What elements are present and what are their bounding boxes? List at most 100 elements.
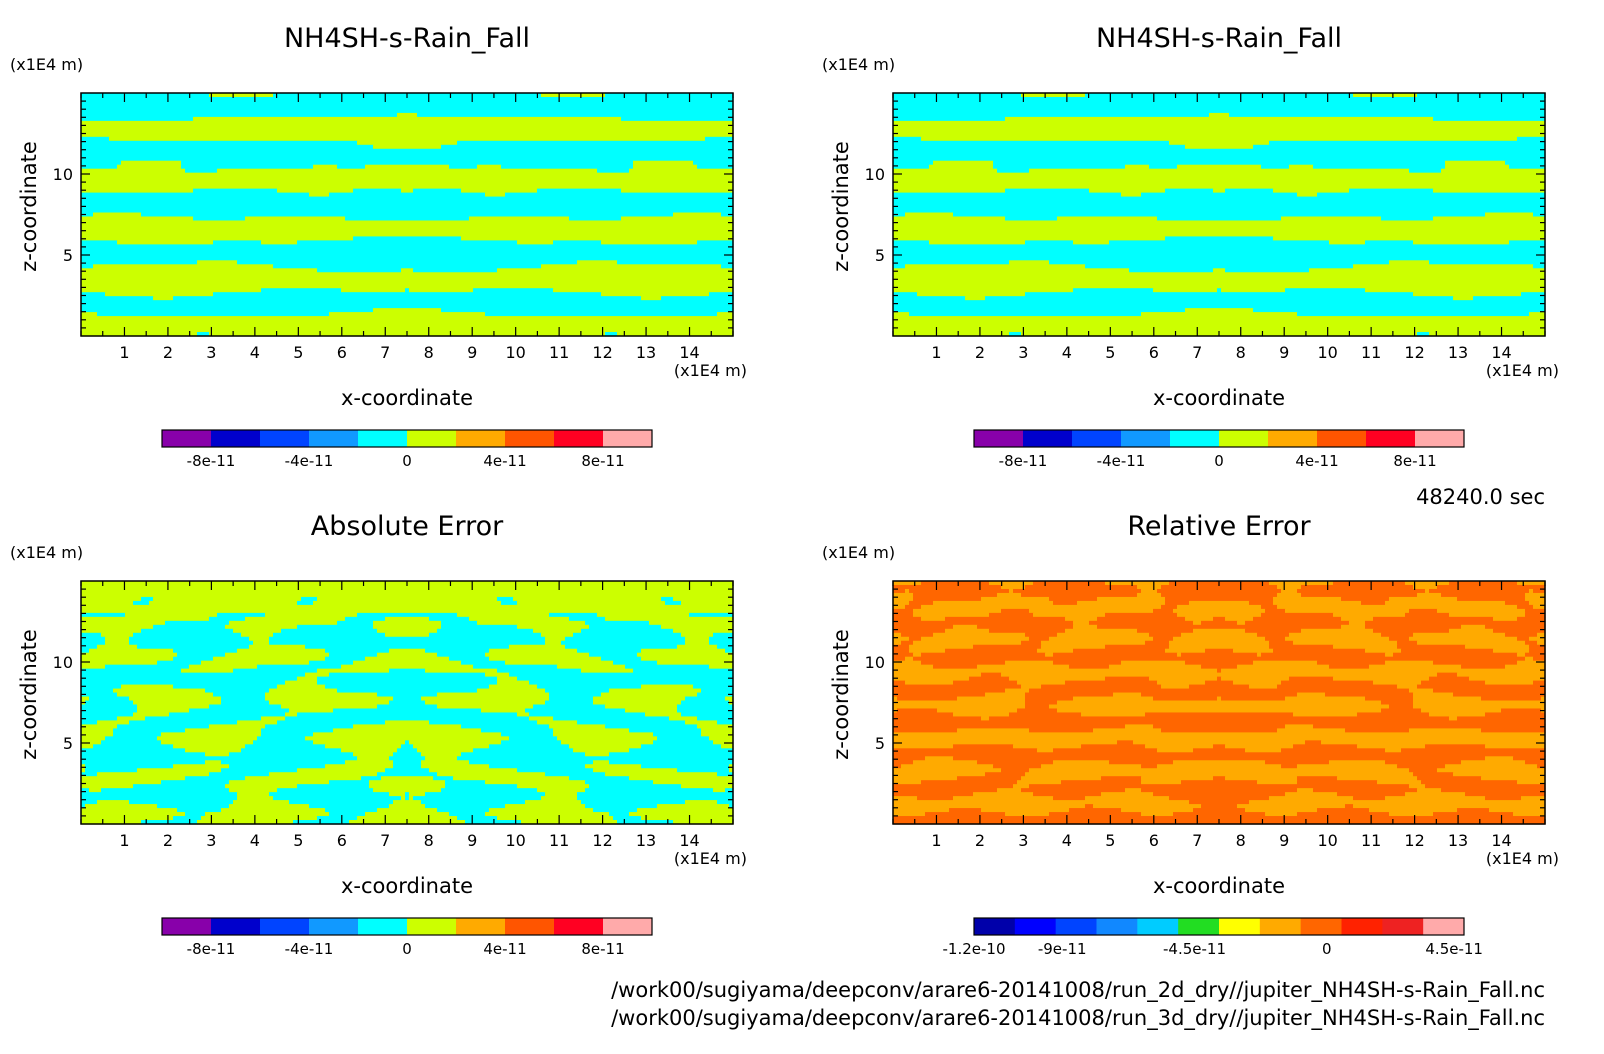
heatmap-cell	[1525, 652, 1546, 658]
heatmap-cell	[1293, 712, 1358, 718]
heatmap-cell	[253, 740, 314, 745]
heatmap-cell	[1509, 240, 1546, 245]
heatmap-cell	[1029, 784, 1410, 789]
heatmap-cell	[949, 808, 982, 813]
heatmap-cell	[673, 628, 734, 634]
heatmap-cell	[1537, 632, 1546, 638]
heatmap-cell	[1457, 716, 1546, 722]
heatmap-cell	[237, 792, 270, 797]
heatmap-cell	[657, 736, 710, 741]
heatmap-cell	[1137, 592, 1162, 598]
heatmap-cell	[81, 608, 734, 614]
heatmap-cell	[81, 208, 734, 214]
heatmap-cell	[437, 704, 534, 710]
heatmap-cell	[225, 784, 298, 789]
heatmap-cell	[653, 740, 714, 745]
heatmap-cell	[421, 800, 526, 805]
heatmap-cell	[981, 596, 1050, 602]
heatmap-cell	[909, 636, 922, 642]
heatmap-cell	[1113, 692, 1142, 698]
heatmap-cell	[81, 728, 114, 733]
heatmap-cell	[81, 248, 734, 253]
heatmap-cell	[893, 652, 914, 658]
heatmap-cell	[1369, 808, 1458, 813]
heatmap-cell	[365, 656, 450, 662]
heatmap-cell	[893, 292, 918, 297]
heatmap-cell	[1333, 612, 1406, 618]
heatmap-cell	[229, 752, 354, 757]
y-axis: 510	[865, 588, 1545, 817]
heatmap-cell	[893, 332, 1010, 337]
heatmap-cell	[933, 160, 994, 166]
heatmap-cell	[641, 296, 662, 301]
x-tick-label: 4	[250, 831, 260, 850]
heatmap-cell	[153, 296, 174, 301]
heatmap-cell	[385, 768, 430, 773]
heatmap-cell	[641, 648, 726, 654]
heatmap-cell	[81, 180, 734, 186]
heatmap-cell	[917, 292, 1026, 297]
heatmap-cell	[1297, 764, 1398, 769]
heatmap-cell	[161, 740, 254, 745]
heatmap-cell	[709, 640, 734, 646]
heatmap-cell	[1161, 592, 1278, 598]
heatmap-cell	[893, 756, 926, 761]
heatmap-cell	[725, 648, 734, 654]
heatmap-cell	[893, 760, 914, 765]
heatmap-cell	[1365, 240, 1414, 245]
heatmap-cell	[541, 264, 722, 269]
heatmap-cell	[473, 664, 558, 670]
heatmap-cell	[501, 600, 518, 606]
heatmap-cell	[701, 728, 734, 733]
heatmap-cell	[105, 736, 158, 741]
heatmap-cell	[1385, 652, 1394, 658]
heatmap-cell	[981, 716, 990, 722]
heatmap-cell	[1281, 764, 1298, 769]
heatmap-cell	[117, 724, 210, 729]
heatmap-cell	[925, 812, 1006, 817]
heatmap-cell	[505, 192, 734, 198]
heatmap-cell	[1517, 136, 1546, 142]
heatmap-cell	[1465, 792, 1546, 797]
heatmap-cell	[1409, 768, 1438, 773]
heatmap-cell	[1413, 772, 1454, 777]
heatmap-cell	[1173, 636, 1266, 642]
heatmap-cell	[725, 696, 734, 702]
heatmap-cell	[97, 800, 130, 805]
heatmap-cell	[213, 692, 266, 698]
heatmap-cell	[681, 600, 734, 606]
heatmap-cell	[697, 716, 734, 722]
colorbar-label: -4e-11	[1097, 452, 1146, 470]
heatmap-cell	[589, 784, 682, 789]
heatmap-cell	[229, 620, 338, 626]
heatmap-cell	[893, 244, 1546, 249]
heatmap-cell	[1125, 164, 1150, 170]
heatmap-cell	[393, 696, 422, 702]
heatmap-cell	[261, 716, 286, 722]
heatmap-cell	[893, 784, 1014, 789]
heatmap-cell	[309, 804, 390, 809]
heatmap-cell	[401, 796, 406, 801]
heatmap-cell	[893, 140, 1170, 146]
heatmap-cell	[1333, 581, 1406, 586]
heatmap-cell	[1229, 112, 1546, 118]
heatmap-cell	[897, 696, 958, 702]
heatmap-cell	[1485, 212, 1534, 218]
heatmap-cell	[81, 652, 178, 658]
heatmap-cell	[1293, 640, 1398, 646]
heatmap-cell	[253, 640, 270, 646]
heatmap-cell	[269, 792, 390, 797]
colorbar-label: 4e-11	[483, 452, 526, 470]
heatmap-cell	[893, 304, 1546, 309]
heatmap-cell	[81, 116, 194, 122]
heatmap-cell	[1505, 160, 1546, 166]
heatmap-cell	[1385, 660, 1434, 666]
heatmap-cell	[1409, 784, 1426, 789]
heatmap-cell	[1029, 608, 1154, 614]
heatmap-cell	[893, 684, 1022, 690]
heatmap-cell	[921, 780, 1018, 785]
heatmap-cell	[245, 776, 362, 781]
heatmap-cell	[673, 596, 734, 602]
heatmap-cell	[197, 820, 294, 825]
heatmap-cell	[485, 652, 590, 658]
